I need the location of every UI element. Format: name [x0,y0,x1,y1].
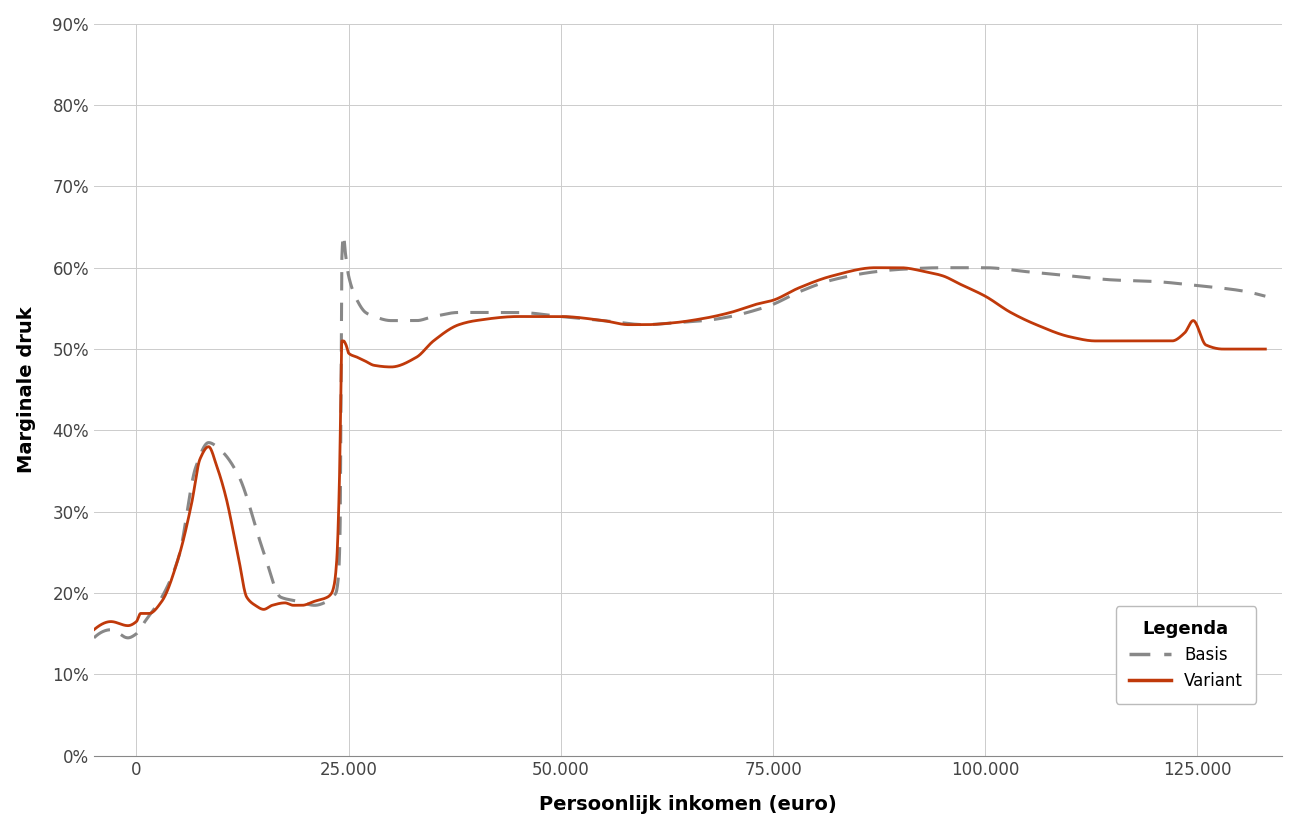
Y-axis label: Marginale druk: Marginale druk [17,307,35,473]
Legend: Basis, Variant: Basis, Variant [1116,606,1256,704]
X-axis label: Persoonlijk inkomen (euro): Persoonlijk inkomen (euro) [539,795,837,814]
